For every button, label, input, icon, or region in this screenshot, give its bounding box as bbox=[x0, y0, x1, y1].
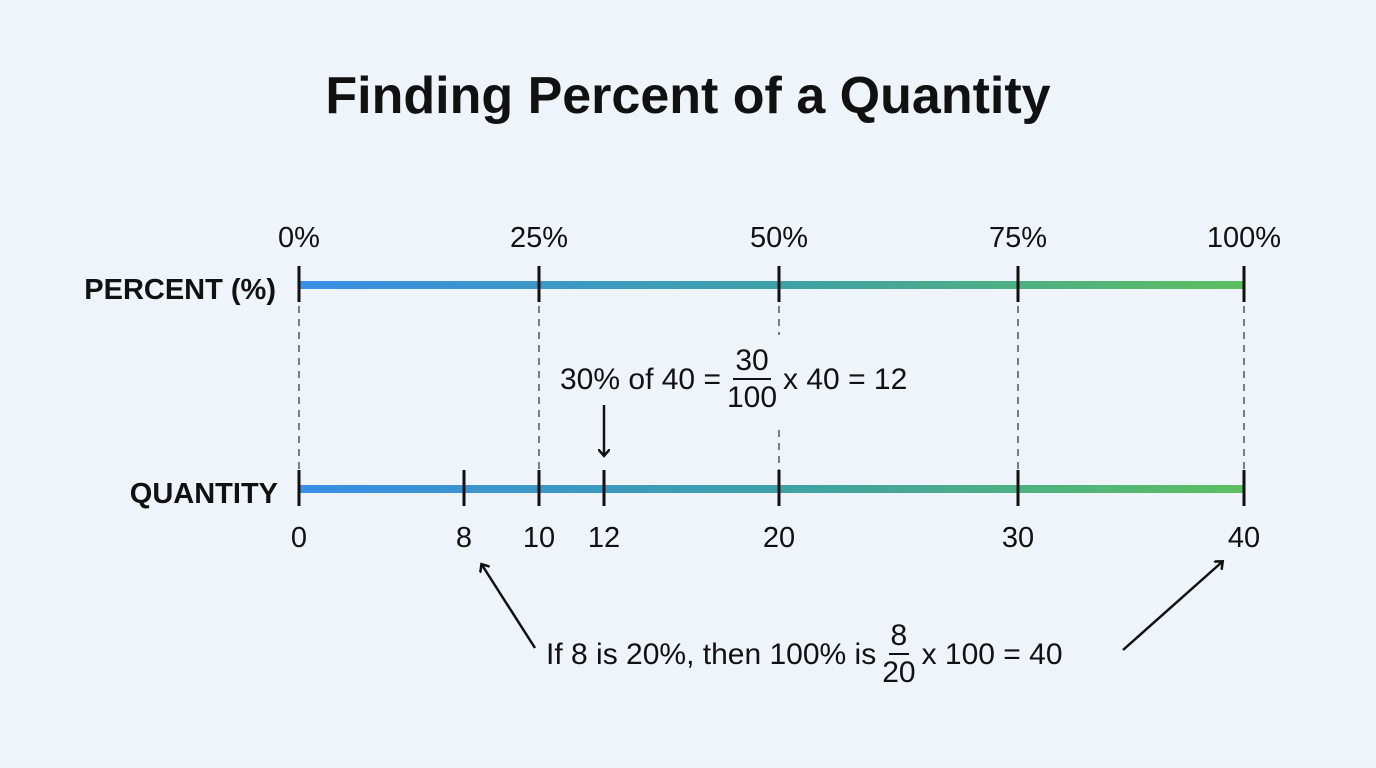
quantity-tick-label: 12 bbox=[588, 522, 620, 554]
quantity-tick-labels: 0 8 10 12 20 30 40 bbox=[291, 522, 1260, 554]
quantity-tick-label: 8 bbox=[456, 522, 472, 554]
arrow-to-8-icon bbox=[482, 565, 537, 649]
percent-tick-label: 50% bbox=[750, 222, 808, 254]
page-title: Finding Percent of a Quantity bbox=[325, 67, 1051, 125]
quantity-tick-label: 20 bbox=[763, 522, 795, 554]
eq2-suffix: x 100 = 40 bbox=[921, 637, 1063, 671]
equation-8-is-20-percent: If 8 is 20%, then 100% is 8 20 x 100 = 4… bbox=[546, 621, 1063, 688]
fraction-30-100: 30 100 bbox=[727, 346, 777, 413]
percent-line-label: PERCENT (%) bbox=[84, 274, 276, 306]
eq2-prefix: If 8 is 20%, then 100% is bbox=[546, 637, 877, 671]
percent-tick-label: 100% bbox=[1207, 222, 1281, 254]
percent-bar bbox=[299, 281, 1244, 289]
percent-tick-label: 0% bbox=[278, 222, 320, 254]
percent-tick-labels: 0% 25% 50% 75% 100% bbox=[278, 222, 1281, 254]
eq1-prefix: 30% of 40 = bbox=[560, 362, 721, 396]
fraction-numerator: 30 bbox=[733, 346, 771, 380]
percent-ticks bbox=[297, 266, 1246, 302]
fraction-numerator: 8 bbox=[888, 621, 910, 655]
quantity-ticks bbox=[297, 470, 1246, 506]
fraction-denominator: 20 bbox=[882, 656, 916, 689]
arrow-to-40-icon bbox=[1122, 562, 1222, 651]
quantity-tick-label: 40 bbox=[1228, 522, 1260, 554]
percent-tick-label: 25% bbox=[510, 222, 568, 254]
quantity-line-label: QUANTITY bbox=[130, 478, 278, 510]
fraction-denominator: 100 bbox=[726, 381, 778, 414]
equation-30-percent-of-40: 30% of 40 = 30 100 x 40 = 12 bbox=[560, 346, 907, 413]
quantity-tick-label: 0 bbox=[291, 522, 307, 554]
fraction-8-20: 8 20 bbox=[882, 621, 915, 688]
percent-tick-label: 75% bbox=[989, 222, 1047, 254]
dashed-guides bbox=[298, 306, 1245, 470]
quantity-bar bbox=[299, 485, 1244, 493]
quantity-tick-label: 30 bbox=[1002, 522, 1034, 554]
quantity-tick-label: 10 bbox=[523, 522, 555, 554]
eq1-suffix: x 40 = 12 bbox=[783, 362, 908, 396]
